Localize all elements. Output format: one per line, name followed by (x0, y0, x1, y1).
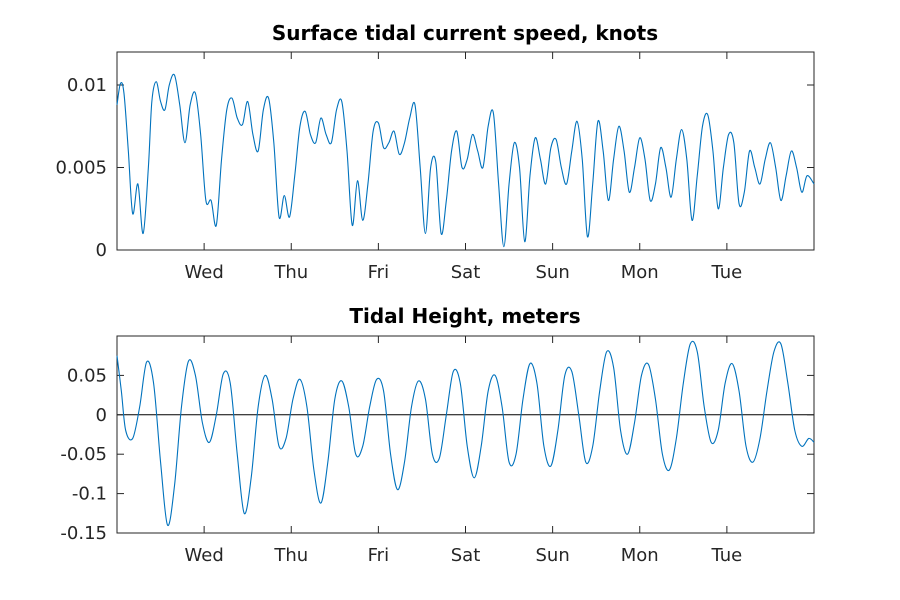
tidal-height-title: Tidal Height, meters (349, 304, 580, 328)
tidal-height-x-tick-label: Mon (621, 545, 659, 566)
tidal-height-y-tick-label: 0 (96, 405, 107, 426)
tidal-height-x-tick-label: Sun (536, 545, 570, 566)
current-speed-y-tick-label: 0.01 (67, 75, 107, 96)
current-speed-series-line (116, 73, 815, 248)
current-speed-x-tick-label: Mon (621, 262, 659, 283)
tidal-height-series-line (116, 340, 815, 526)
current-speed-y-tick-label: 0 (96, 240, 107, 261)
current-speed-x-tick-label: Sun (536, 262, 570, 283)
tidal-height-y-tick-label: 0.05 (67, 365, 107, 386)
tidal-height-y-tick-label: -0.05 (60, 444, 107, 465)
current-speed-panel: Surface tidal current speed, knots 0 0.00… (55, 21, 815, 283)
current-speed-y-tick-label: 0.005 (55, 158, 107, 179)
current-speed-x-tick-label: Sat (451, 262, 481, 283)
current-speed-x-ticks: Wed Thu Fri Sat Sun Mon Tue (185, 52, 743, 283)
tidal-height-x-tick-label: Tue (711, 545, 743, 566)
tidal-height-x-tick-label: Wed (185, 545, 224, 566)
current-speed-x-tick-label: Thu (273, 262, 308, 283)
tidal-height-y-tick-label: -0.1 (72, 484, 107, 505)
tidal-height-y-ticks: -0.15 -0.1 -0.05 0 0.05 (60, 365, 814, 544)
current-speed-x-tick-label: Tue (711, 262, 743, 283)
tidal-height-x-tick-label: Fri (368, 545, 389, 566)
current-speed-title: Surface tidal current speed, knots (272, 21, 658, 45)
tidal-height-y-tick-label: -0.15 (60, 523, 107, 544)
tidal-height-x-ticks: Wed Thu Fri Sat Sun Mon Tue (185, 336, 743, 566)
tidal-height-x-tick-label: Sat (451, 545, 481, 566)
tidal-height-x-tick-label: Thu (273, 545, 308, 566)
tidal-height-panel: Tidal Height, meters -0.15 -0.1 -0.05 0 0.05… (60, 304, 815, 566)
current-speed-x-tick-label: Fri (368, 262, 389, 283)
current-speed-y-ticks: 0 0.005 0.01 (55, 75, 814, 261)
current-speed-axes (116, 51, 815, 251)
current-speed-x-tick-label: Wed (185, 262, 224, 283)
